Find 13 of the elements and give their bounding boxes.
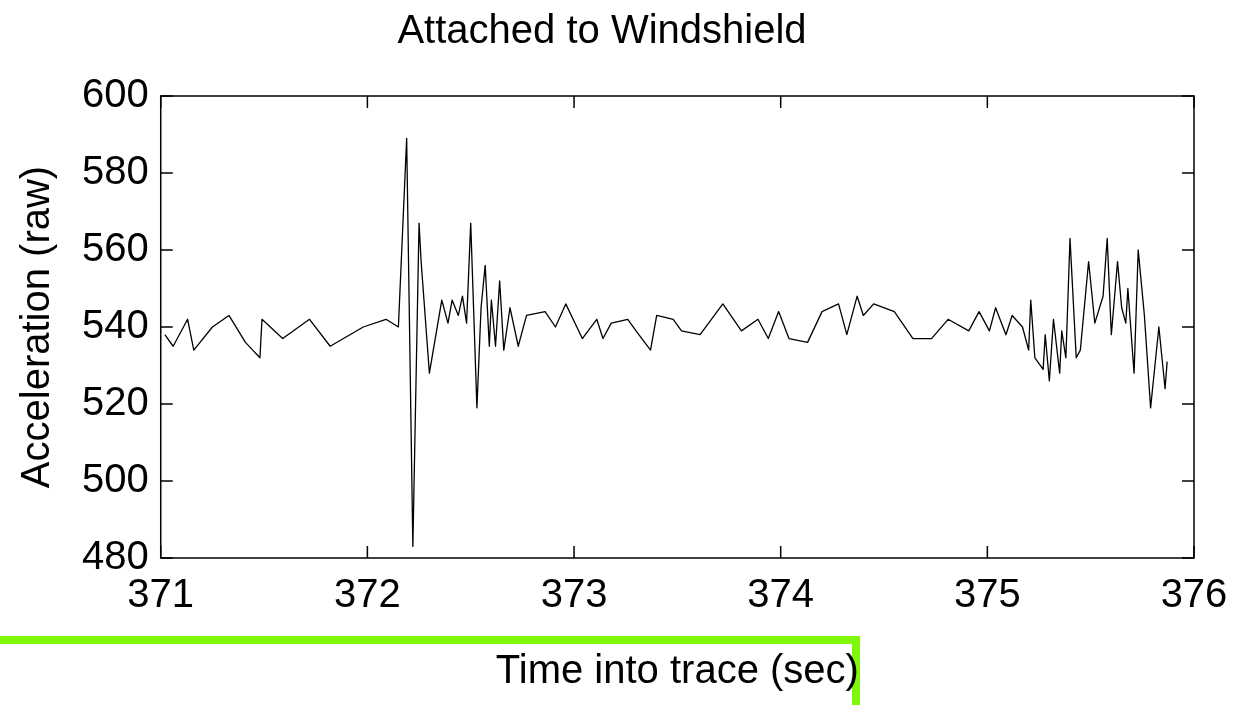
x-tick-label: 376 <box>1160 571 1228 616</box>
y-tick-label: 600 <box>81 71 149 116</box>
y-tick-label: 520 <box>81 379 149 424</box>
y-axis-title: Acceleration (raw) <box>13 165 58 489</box>
x-tick-label: 373 <box>540 571 608 616</box>
y-tick-label: 540 <box>81 302 149 347</box>
y-tick-label: 580 <box>81 148 149 193</box>
y-tick-label: 560 <box>81 225 149 270</box>
x-tick-label: 374 <box>747 571 815 616</box>
x-tick-label: 375 <box>953 571 1021 616</box>
y-tick-label: 500 <box>81 456 149 501</box>
chart-title: Attached to Windshield <box>397 7 807 52</box>
x-tick-label: 372 <box>334 571 401 616</box>
